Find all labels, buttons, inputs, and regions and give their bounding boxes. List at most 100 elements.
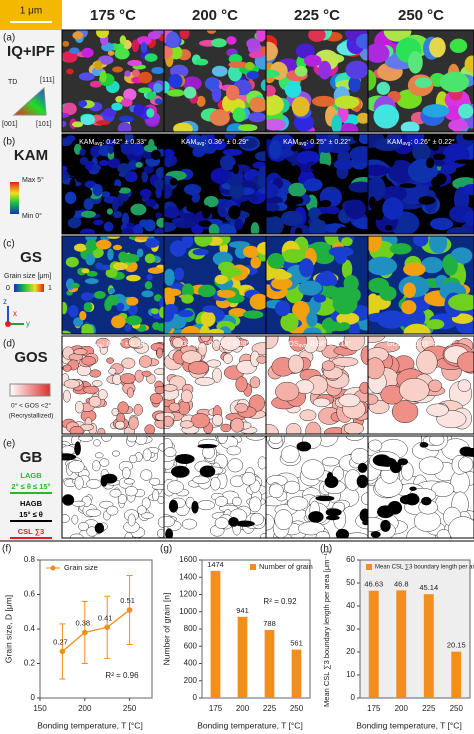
value-label: 1474 xyxy=(207,560,224,569)
grain xyxy=(79,156,89,166)
bar xyxy=(368,590,379,698)
grain xyxy=(153,179,164,191)
row-title: GB xyxy=(20,449,43,466)
grain xyxy=(199,325,210,334)
grain xyxy=(256,241,266,255)
grain xyxy=(246,38,261,49)
grain xyxy=(271,277,293,290)
grain xyxy=(136,36,152,46)
legend-swatch xyxy=(366,564,372,570)
x-tick-label: 175 xyxy=(209,704,223,713)
cell-border xyxy=(367,29,474,133)
x-tick-label: 175 xyxy=(367,704,381,713)
grain xyxy=(179,420,194,429)
void xyxy=(419,441,429,448)
grain xyxy=(250,195,259,203)
void xyxy=(318,213,338,222)
void xyxy=(232,164,240,175)
grain xyxy=(111,102,123,111)
grain xyxy=(183,183,202,196)
grain xyxy=(141,370,152,377)
grain xyxy=(180,389,193,403)
grain xyxy=(164,221,177,233)
grain xyxy=(192,248,209,256)
void xyxy=(296,441,312,452)
grain xyxy=(228,61,248,69)
grain xyxy=(107,157,121,169)
void xyxy=(94,522,105,534)
axis-name: y xyxy=(26,319,30,328)
grain xyxy=(93,219,104,226)
y-tick-label: 60 xyxy=(346,555,355,564)
grain xyxy=(126,222,135,228)
text-part: GOS xyxy=(79,341,95,348)
micrograph-image xyxy=(368,336,474,434)
grain xyxy=(308,30,326,42)
row-label: (d) xyxy=(3,339,15,350)
grain xyxy=(360,345,368,365)
grain xyxy=(332,293,358,315)
grain xyxy=(145,198,157,207)
grain xyxy=(280,312,299,332)
grain xyxy=(292,300,310,320)
x-tick-label: 225 xyxy=(263,704,277,713)
grain xyxy=(212,367,222,383)
legend-text: 2° ≤ θ ≤ 15° xyxy=(11,482,50,491)
grain xyxy=(81,210,96,218)
grain xyxy=(268,483,284,499)
grain xyxy=(164,447,177,458)
grain xyxy=(211,86,222,103)
grain xyxy=(154,98,163,105)
grain xyxy=(462,183,474,196)
legend-text: [001] xyxy=(2,121,18,128)
grain xyxy=(245,61,255,71)
grain xyxy=(298,280,323,296)
grain xyxy=(156,347,163,359)
grain xyxy=(165,288,182,297)
micrograph-image xyxy=(164,236,266,334)
micrograph-image xyxy=(368,134,474,234)
grain xyxy=(196,95,206,107)
text-part: : 0.60° ± 0.28° xyxy=(103,340,148,348)
grain xyxy=(83,385,99,394)
grain xyxy=(62,364,72,372)
grain xyxy=(117,122,132,132)
micrograph xyxy=(368,30,474,132)
grain xyxy=(430,217,454,231)
grain xyxy=(266,94,284,116)
grain xyxy=(403,282,416,298)
grain xyxy=(126,436,137,443)
void xyxy=(356,474,368,489)
void xyxy=(431,134,447,143)
void xyxy=(336,226,350,234)
grain xyxy=(182,76,202,91)
grain xyxy=(197,342,207,357)
grain xyxy=(151,66,164,74)
x-tick-label: 150 xyxy=(33,704,47,713)
annotation: GOSavg: 0.56° ± 0.28° xyxy=(181,340,249,349)
text-part: : 0.36° ± 0.29° xyxy=(204,138,249,146)
row-label: (a) xyxy=(3,33,15,44)
grain xyxy=(72,31,84,40)
grain xyxy=(344,199,366,220)
text-part: GOS xyxy=(181,341,197,348)
grain xyxy=(108,367,117,375)
grain xyxy=(103,107,117,117)
grain xyxy=(237,124,258,132)
axis-name: x xyxy=(13,309,17,318)
grain xyxy=(169,240,187,257)
grain xyxy=(446,227,471,234)
grain xyxy=(439,71,470,93)
grain xyxy=(124,171,138,183)
y-tick-label: 0.4 xyxy=(24,624,36,633)
void xyxy=(374,210,384,221)
value-label: 20.15 xyxy=(447,641,466,650)
grain xyxy=(226,445,241,456)
grain xyxy=(168,402,181,412)
grain xyxy=(168,73,183,89)
grain xyxy=(295,43,315,59)
grain xyxy=(379,285,397,301)
grain xyxy=(62,120,67,128)
grain xyxy=(355,33,368,50)
grain xyxy=(72,500,86,507)
